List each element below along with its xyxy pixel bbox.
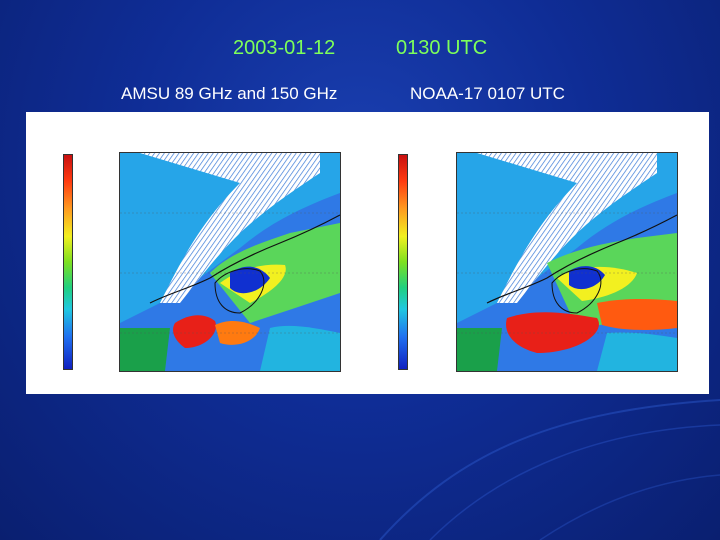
colorbar [63, 154, 73, 370]
satellite-label: NOAA-17 0107 UTC [410, 84, 565, 103]
background-swoosh-decoration [379, 399, 720, 540]
brightness-temperature-map [119, 152, 341, 372]
colorbar [398, 154, 408, 370]
panel-89ghz [26, 112, 361, 394]
satellite-image-figure [26, 112, 709, 394]
brightness-temperature-map [456, 152, 678, 372]
slide-time: 0130 UTC [396, 37, 488, 59]
panel-150ghz [361, 112, 696, 394]
instrument-label: AMSU 89 GHz and 150 GHz [121, 84, 338, 103]
slide-date: 2003-01-12 [233, 37, 336, 59]
